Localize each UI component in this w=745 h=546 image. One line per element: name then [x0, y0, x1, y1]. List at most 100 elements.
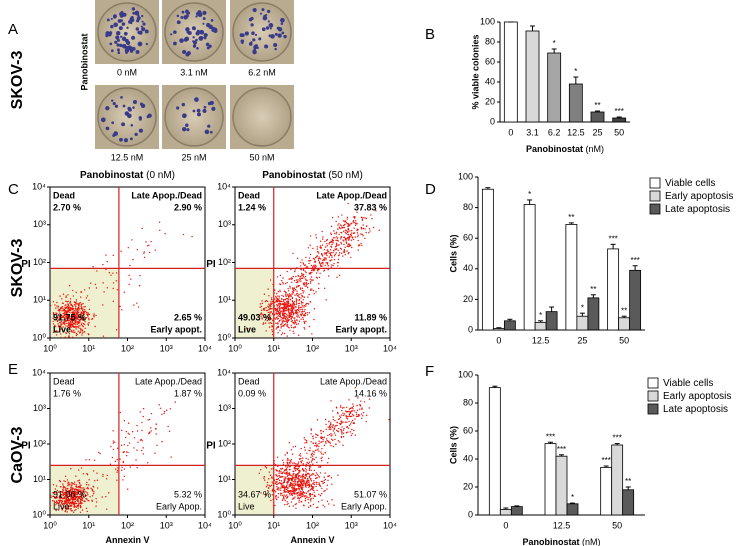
event-dot — [363, 401, 366, 403]
event-dot — [59, 319, 62, 321]
event-dot — [346, 421, 348, 424]
event-dot — [304, 308, 306, 311]
event-dot — [332, 418, 335, 421]
colony — [187, 31, 192, 35]
event-dot — [79, 315, 81, 318]
event-dot — [300, 496, 302, 499]
bar — [503, 21, 518, 123]
event-dot — [283, 308, 285, 310]
event-dot — [293, 305, 295, 307]
event-dot — [278, 304, 280, 306]
event-dot — [281, 472, 284, 474]
event-dot — [283, 313, 285, 315]
event-dot — [112, 448, 115, 451]
event-dot — [66, 502, 68, 504]
event-dot — [372, 226, 375, 229]
event-dot — [352, 232, 355, 235]
event-dot — [86, 481, 88, 484]
event-dot — [80, 311, 82, 313]
dose-label: 25 nM — [181, 152, 206, 162]
event-dot — [339, 227, 341, 230]
event-dot — [368, 227, 371, 230]
event-dot — [294, 326, 297, 328]
event-dot — [105, 478, 108, 480]
event-dot — [276, 327, 278, 329]
event-dot — [298, 316, 300, 319]
event-dot — [302, 463, 304, 465]
event-dot — [332, 251, 334, 254]
event-dot — [288, 293, 291, 295]
y-tick-label: 10³ — [33, 219, 46, 229]
event-dot — [135, 459, 137, 461]
event-dot — [132, 258, 134, 261]
event-dot — [260, 492, 262, 494]
event-dot — [326, 254, 328, 257]
event-dot — [336, 236, 338, 238]
event-dot — [347, 227, 350, 230]
event-dot — [279, 468, 282, 470]
event-dot — [271, 308, 273, 310]
event-dot — [278, 320, 280, 323]
event-dot — [337, 240, 339, 242]
event-dot — [293, 289, 295, 291]
event-dot — [257, 313, 259, 316]
event-dot — [296, 315, 298, 317]
event-dot — [353, 422, 355, 424]
event-dot — [284, 486, 286, 489]
event-dot — [298, 296, 300, 299]
event-dot — [281, 294, 283, 297]
event-dot — [49, 304, 52, 307]
event-dot — [95, 314, 97, 317]
event-dot — [275, 481, 277, 483]
event-dot — [74, 509, 76, 512]
event-dot — [309, 474, 311, 477]
event-dot — [310, 480, 313, 482]
event-dot — [329, 252, 331, 254]
x-tick-label: 12.5 — [567, 127, 585, 137]
event-dot — [352, 410, 354, 412]
event-dot — [327, 269, 329, 271]
event-dot — [278, 301, 281, 303]
event-dot — [65, 315, 67, 318]
event-dot — [322, 261, 324, 264]
y-tick-label: 20 — [463, 481, 473, 491]
colony — [182, 126, 187, 132]
bar — [565, 224, 578, 331]
colony — [106, 18, 110, 22]
event-dot — [286, 503, 288, 506]
significance: ** — [621, 306, 627, 315]
event-dot — [115, 272, 118, 274]
event-dot — [344, 250, 346, 252]
event-dot — [286, 483, 289, 485]
event-dot — [277, 304, 279, 307]
event-dot — [79, 495, 81, 497]
event-dot — [303, 310, 306, 312]
event-dot — [313, 453, 315, 456]
event-dot — [368, 398, 371, 400]
bar — [611, 444, 624, 516]
colony — [203, 105, 207, 109]
event-dot — [280, 333, 283, 336]
event-dot — [312, 279, 314, 281]
event-dot — [142, 447, 144, 449]
event-dot — [137, 441, 139, 444]
event-dot — [79, 505, 82, 508]
event-dot — [81, 309, 84, 312]
colony — [268, 34, 272, 38]
event-dot — [297, 477, 300, 479]
event-dot — [297, 315, 300, 317]
event-dot — [270, 499, 272, 502]
colony — [261, 8, 265, 12]
event-dot — [52, 320, 54, 323]
event-dot — [278, 489, 280, 491]
event-dot — [73, 301, 76, 303]
event-dot — [315, 436, 317, 439]
event-dot — [95, 287, 98, 289]
event-dot — [361, 417, 363, 420]
event-dot — [365, 420, 367, 423]
x-tick-label: 25 — [577, 335, 587, 345]
event-dot — [70, 509, 72, 512]
event-dot — [280, 485, 282, 487]
colony-axis-label: Panobinostat — [79, 33, 89, 90]
event-dot — [351, 246, 353, 249]
